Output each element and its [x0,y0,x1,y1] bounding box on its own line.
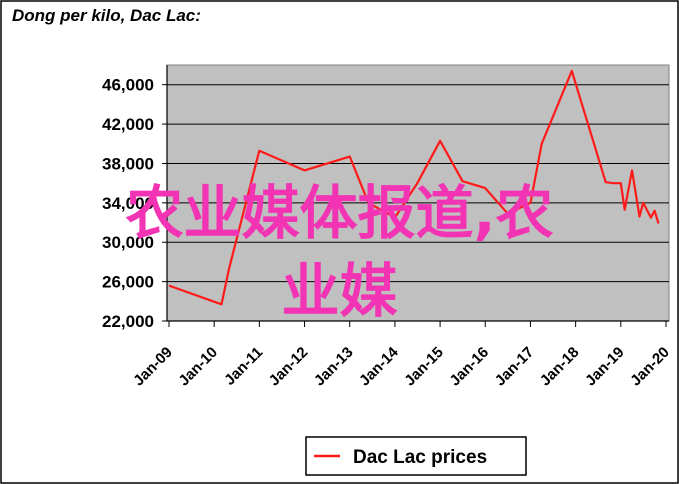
overlay-text-line-1: 农业媒体报道,农 [125,179,554,247]
plot-area [166,64,670,322]
y-tick-label: 22,000 [102,312,154,331]
y-tick-label: 38,000 [102,154,154,173]
series-line-dac-lac-prices [168,69,660,306]
y-tick-label: 26,000 [102,273,154,292]
legend: Dac Lac prices [305,436,527,476]
legend-box [305,436,527,476]
y-tick-label: 42,000 [102,115,154,134]
series-layer [168,69,660,306]
chart-title: Dong per kilo, Dac Lac: [12,6,201,25]
overlay-text-line-2: 业媒 [281,257,398,325]
y-tick-label: 30,000 [102,233,154,252]
y-tick-label: 34,000 [102,194,154,213]
legend-label: Dac Lac prices [353,447,487,468]
y-tick-label: 46,000 [102,76,154,95]
y-axis: 22,000 26,000 30,000 34,000 38,000 42,000 46,0… [102,65,168,331]
